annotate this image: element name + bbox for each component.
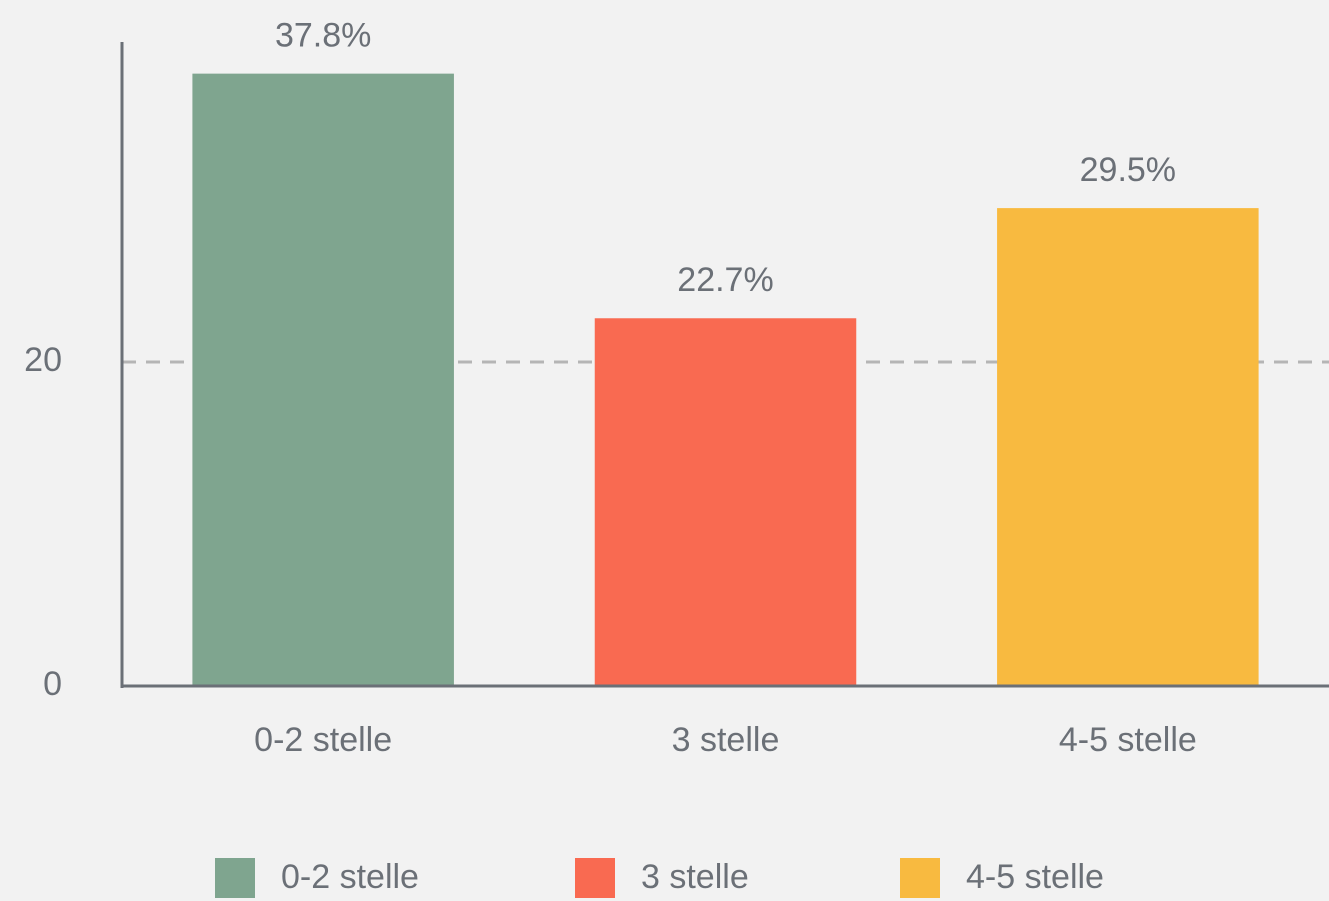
x-tick-label: 3 stelle xyxy=(672,721,780,759)
legend-swatch xyxy=(900,858,940,898)
value-label: 37.8% xyxy=(275,17,371,55)
bar xyxy=(997,208,1259,686)
legend-label: 4-5 stelle xyxy=(966,858,1104,896)
legend-swatch xyxy=(575,858,615,898)
value-label: 22.7% xyxy=(677,261,773,299)
y-tick-label: 20 xyxy=(24,341,62,379)
y-tick-label: 0 xyxy=(43,665,62,703)
bar xyxy=(192,73,454,686)
legend-swatch xyxy=(215,858,255,898)
x-tick-label: 4-5 stelle xyxy=(1059,721,1197,759)
x-tick-label: 0-2 stelle xyxy=(254,721,392,759)
legend-label: 0-2 stelle xyxy=(281,858,419,896)
value-label: 29.5% xyxy=(1080,151,1176,189)
bar xyxy=(594,318,857,686)
legend-label: 3 stelle xyxy=(641,858,749,896)
